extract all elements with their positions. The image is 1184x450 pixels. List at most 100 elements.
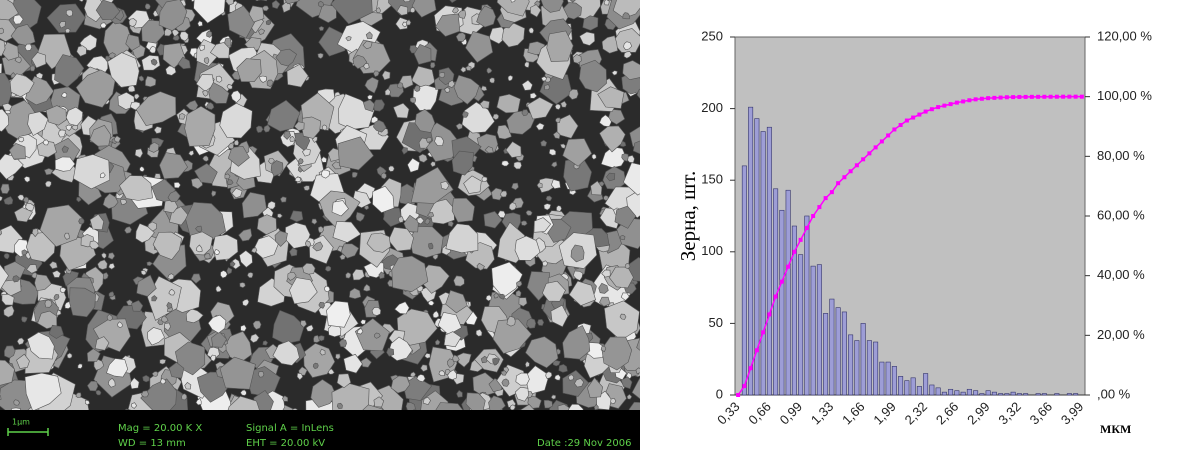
cumulative-marker bbox=[1030, 95, 1034, 99]
y2-tick-label: 120,00 % bbox=[1097, 28, 1152, 43]
cumulative-marker bbox=[786, 265, 790, 269]
cumulative-marker bbox=[874, 145, 878, 149]
cumulative-marker bbox=[817, 205, 821, 209]
particle bbox=[502, 161, 509, 166]
cumulative-marker bbox=[836, 181, 840, 185]
bar bbox=[823, 313, 827, 395]
scale-bar-label: 1µm bbox=[12, 418, 30, 427]
particle bbox=[58, 130, 65, 137]
bar bbox=[761, 132, 765, 395]
cumulative-marker bbox=[1005, 95, 1009, 99]
bar bbox=[1055, 394, 1059, 395]
particle bbox=[143, 375, 150, 382]
sem-mag: Mag = 20.00 K X bbox=[118, 423, 202, 434]
x-tick-label: 2,66 bbox=[933, 399, 962, 428]
cumulative-marker bbox=[767, 312, 771, 316]
bar bbox=[948, 389, 952, 395]
bar bbox=[911, 378, 915, 395]
cumulative-marker bbox=[986, 96, 990, 100]
particle bbox=[96, 390, 101, 395]
particle bbox=[217, 76, 222, 82]
particle bbox=[620, 235, 625, 239]
particle bbox=[18, 137, 24, 142]
particle bbox=[79, 218, 85, 224]
cumulative-marker bbox=[930, 107, 934, 111]
bar bbox=[936, 388, 940, 395]
bar bbox=[855, 341, 859, 395]
bar bbox=[898, 376, 902, 395]
bar bbox=[905, 381, 909, 395]
particle bbox=[592, 154, 596, 160]
particle bbox=[410, 98, 415, 103]
particle bbox=[568, 375, 574, 381]
bar bbox=[1017, 394, 1021, 395]
cumulative-marker bbox=[936, 105, 940, 109]
cumulative-marker bbox=[1061, 95, 1065, 99]
cumulative-marker bbox=[955, 101, 959, 105]
bar bbox=[767, 127, 771, 395]
cumulative-marker bbox=[861, 157, 865, 161]
cumulative-marker bbox=[855, 163, 859, 167]
particle bbox=[299, 159, 304, 164]
particle bbox=[304, 186, 310, 191]
particle bbox=[266, 20, 271, 25]
particle bbox=[516, 373, 530, 385]
bar bbox=[842, 312, 846, 395]
particle bbox=[25, 44, 32, 51]
cumulative-marker bbox=[749, 366, 753, 370]
particle bbox=[637, 331, 661, 357]
bar bbox=[886, 362, 890, 395]
bar bbox=[942, 392, 946, 395]
bar bbox=[811, 266, 815, 395]
particle bbox=[439, 371, 445, 376]
y-tick-label: 100 bbox=[701, 243, 723, 258]
bar bbox=[973, 391, 977, 395]
y2-tick-label: 100,00 % bbox=[1097, 88, 1152, 103]
bar bbox=[817, 265, 821, 395]
cumulative-marker bbox=[911, 116, 915, 120]
x-axis-title: МКМ bbox=[1100, 422, 1131, 436]
cumulative-marker bbox=[774, 295, 778, 299]
y2-tick-label: 60,00 % bbox=[1097, 207, 1145, 222]
x-tick-label: 0,66 bbox=[745, 399, 774, 428]
bar bbox=[780, 210, 784, 395]
sem-eht: EHT = 20.00 kV bbox=[246, 438, 325, 449]
x-tick-label: 3,99 bbox=[1058, 399, 1087, 428]
cumulative-marker bbox=[1042, 95, 1046, 99]
particle bbox=[481, 86, 487, 91]
x-tick-label: 0,33 bbox=[714, 399, 743, 428]
particle bbox=[482, 177, 487, 182]
particle bbox=[199, 45, 204, 51]
particle bbox=[389, 166, 395, 172]
bar bbox=[861, 323, 865, 395]
cumulative-marker bbox=[974, 97, 978, 101]
cumulative-marker bbox=[949, 102, 953, 106]
y-axis-title: Зерна, шт. bbox=[676, 171, 700, 261]
particle bbox=[325, 266, 330, 271]
page: {"sem_image": {"scale_bar": "1µm", "mag"… bbox=[0, 0, 1184, 450]
cumulative-marker bbox=[805, 226, 809, 230]
particle bbox=[641, 354, 646, 360]
y-tick-label: 200 bbox=[701, 100, 723, 115]
bar bbox=[836, 308, 840, 395]
bar bbox=[1042, 394, 1046, 395]
bar bbox=[873, 342, 877, 395]
bar bbox=[742, 166, 746, 395]
x-tick-label: 0,99 bbox=[777, 399, 806, 428]
particle bbox=[462, 112, 468, 118]
cumulative-marker bbox=[755, 348, 759, 352]
cumulative-marker bbox=[967, 98, 971, 102]
particle bbox=[642, 38, 648, 43]
bar bbox=[961, 392, 965, 395]
cumulative-marker bbox=[899, 123, 903, 127]
particle bbox=[538, 319, 544, 325]
cumulative-marker bbox=[1024, 95, 1028, 99]
bar bbox=[1073, 394, 1077, 395]
bar bbox=[1005, 394, 1009, 395]
particle bbox=[556, 118, 561, 123]
x-tick-label: 1,66 bbox=[839, 399, 868, 428]
x-tick-label: 2,99 bbox=[964, 399, 993, 428]
bar bbox=[880, 362, 884, 395]
cumulative-marker bbox=[1017, 95, 1021, 99]
cumulative-marker bbox=[980, 97, 984, 101]
